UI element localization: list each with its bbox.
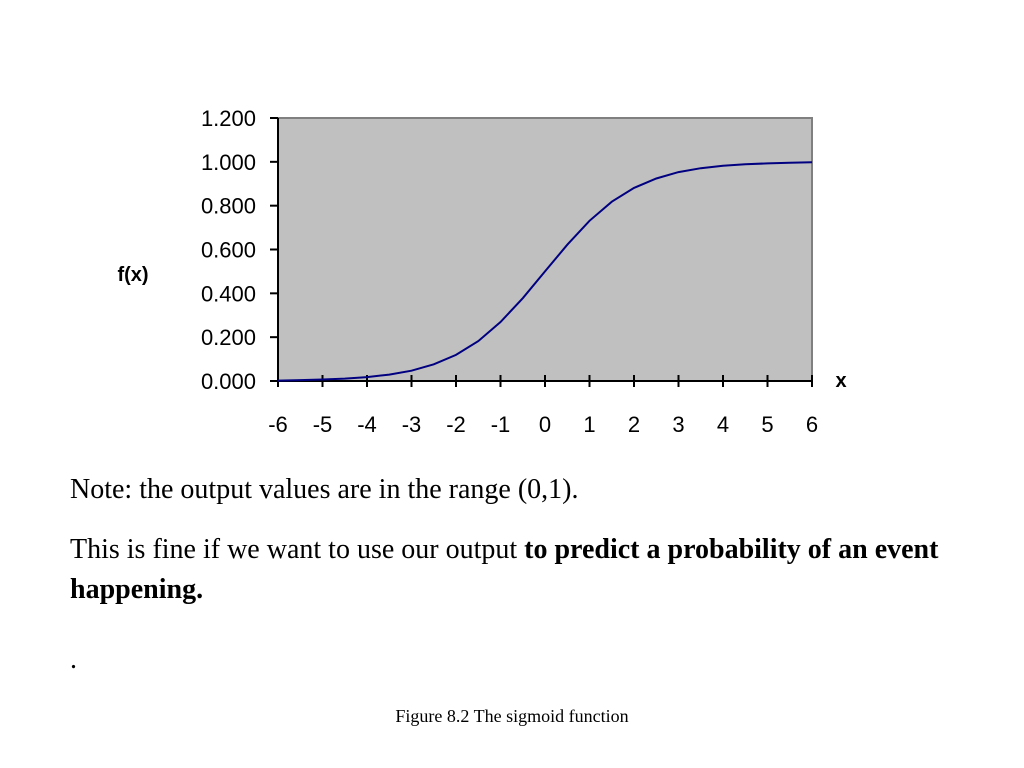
x-tick-label: 3 [672,412,684,437]
y-axis: 0.000 0.200 0.400 0.600 0.800 1.000 1.200 [201,106,279,394]
x-tick-label: -1 [491,412,511,437]
y-tick-label: 0.600 [201,238,256,263]
y-tick-label: 0.800 [201,194,256,219]
plot-area [277,117,813,382]
y-tick-label: 0.400 [201,281,256,306]
trailing-dot: . [70,644,77,675]
x-tick-label: 2 [628,412,640,437]
x-tick-label: 5 [761,412,773,437]
y-tick-label: 0.200 [201,325,256,350]
x-axis-title: x [835,370,846,392]
x-tick-label: -6 [268,412,288,437]
x-tick-label: -5 [313,412,333,437]
x-tick-label: 6 [806,412,818,437]
y-axis-title: f(x) [117,264,148,286]
y-tick-label: 1.000 [201,150,256,175]
sigmoid-chart: 0.000 0.200 0.400 0.600 0.800 1.000 1.200 -6 -5… [117,106,846,437]
series-line-sigmoid [277,161,813,382]
x-tick-label: 0 [539,412,551,437]
figure-caption: Figure 8.2 The sigmoid function [395,706,629,726]
body-paragraph: This is fine if we want to use our outpu… [70,530,970,610]
x-tick-label: -2 [446,412,466,437]
y-tick-label: 0.000 [201,369,256,394]
x-axis: -6 -5 -4 -3 -2 -1 0 1 2 3 4 5 6 [268,375,818,437]
body-bold-text: to predict a probability of an event hap… [70,534,939,605]
x-tick-label: 4 [717,412,729,437]
x-tick-label: -4 [357,412,377,437]
x-tick-label: 1 [583,412,595,437]
x-tick-label: -3 [402,412,422,437]
y-tick-label: 1.200 [201,106,256,131]
note-text: Note: the output values are in the range… [70,474,579,505]
body-text: This is fine if we want to use our outpu… [70,534,525,565]
